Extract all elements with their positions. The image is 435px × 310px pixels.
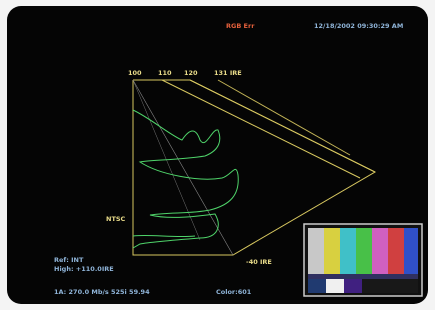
- page: RGB Err 12/18/2002 09:30:29 AM 100 110 1…: [0, 0, 435, 310]
- standard-label: NTSC: [106, 215, 126, 223]
- reference-text: Ref: INT: [54, 256, 84, 264]
- monitor-screenshot: RGB Err 12/18/2002 09:30:29 AM 100 110 1…: [0, 0, 435, 310]
- status-text: RGB Err: [226, 22, 255, 30]
- input-text: 1A: 270.0 Mb/s 525i 59.94: [54, 288, 150, 296]
- scale-label: 100: [128, 69, 142, 77]
- color-text: Color:601: [216, 288, 252, 296]
- scale-label: 131 IRE: [214, 69, 242, 77]
- scale-label: 120: [184, 69, 198, 77]
- high-text: High: +110.0IRE: [54, 265, 114, 273]
- timestamp: 12/18/2002 09:30:29 AM: [314, 22, 403, 30]
- picture-inset: [304, 224, 422, 296]
- scale-label: -40 IRE: [246, 258, 272, 266]
- scale-label: 110: [158, 69, 172, 77]
